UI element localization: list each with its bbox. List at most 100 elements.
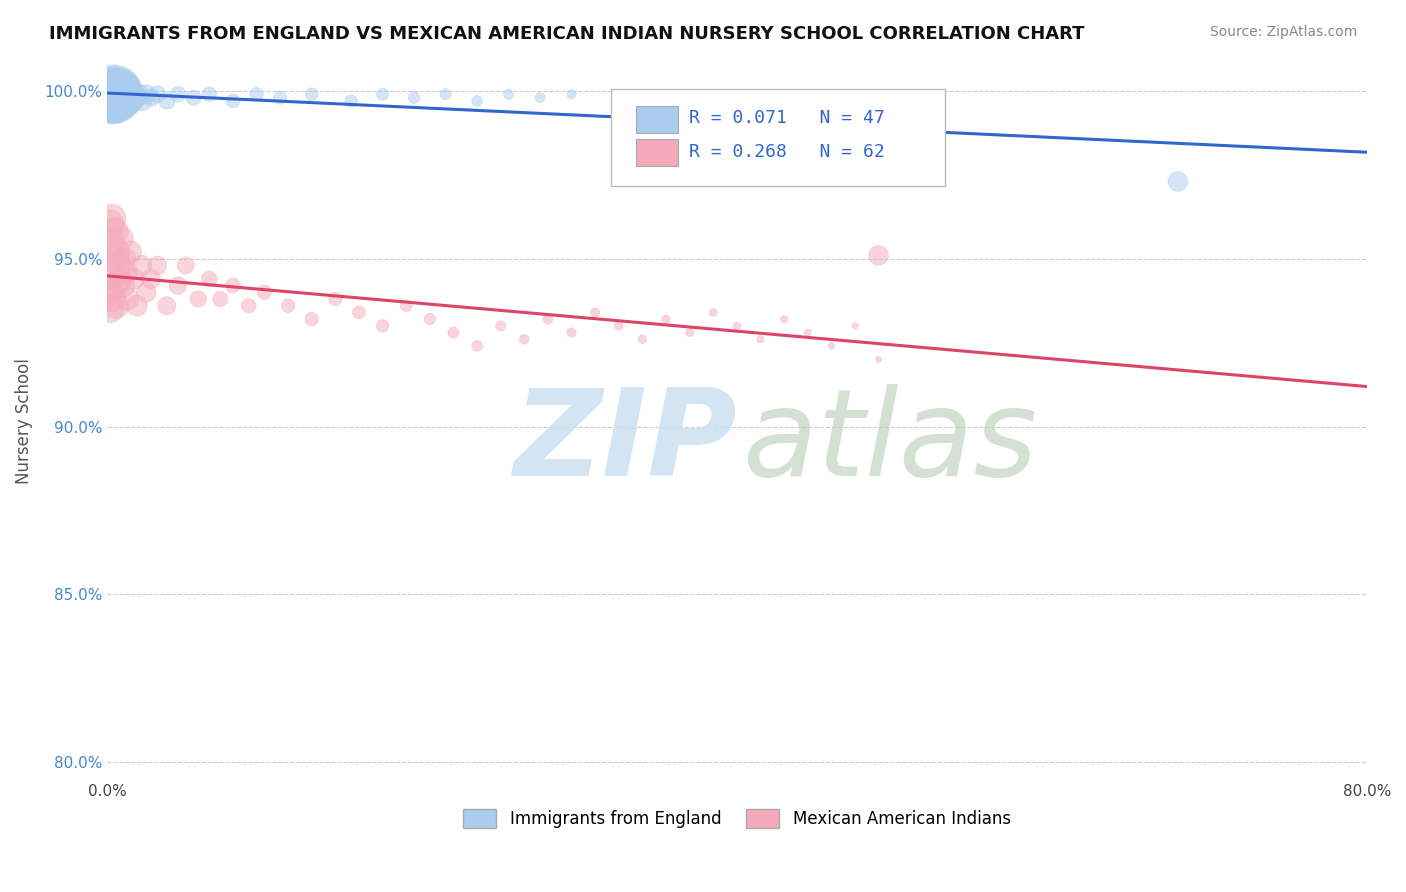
- Point: [749, 332, 772, 346]
- Point: [98, 87, 121, 102]
- Point: [105, 299, 128, 313]
- Point: [146, 259, 169, 273]
- Point: [702, 305, 724, 319]
- Point: [198, 272, 221, 286]
- Point: [222, 278, 245, 293]
- Text: Source: ZipAtlas.com: Source: ZipAtlas.com: [1209, 25, 1357, 39]
- Point: [465, 94, 488, 108]
- Point: [107, 90, 129, 104]
- Point: [125, 299, 148, 313]
- Point: [97, 87, 120, 102]
- Point: [131, 94, 153, 108]
- Point: [583, 305, 606, 319]
- Point: [156, 94, 179, 108]
- Point: [156, 299, 179, 313]
- Point: [104, 278, 127, 293]
- Point: [124, 90, 146, 104]
- Point: [100, 94, 122, 108]
- Point: [105, 94, 128, 108]
- Point: [139, 90, 162, 104]
- Point: [111, 278, 134, 293]
- Point: [122, 87, 145, 102]
- Point: [198, 87, 221, 102]
- Text: R = 0.071   N = 47: R = 0.071 N = 47: [689, 109, 884, 127]
- Point: [115, 94, 138, 108]
- Point: [104, 87, 127, 102]
- Point: [434, 87, 457, 102]
- Point: [183, 90, 205, 104]
- Point: [489, 318, 512, 333]
- Bar: [636, 139, 678, 166]
- Text: ZIP: ZIP: [513, 384, 737, 501]
- Point: [103, 87, 125, 102]
- Point: [104, 90, 127, 104]
- Y-axis label: Nursery School: Nursery School: [15, 359, 32, 484]
- Point: [1167, 175, 1189, 189]
- Point: [773, 312, 796, 326]
- Point: [631, 332, 654, 346]
- Point: [679, 326, 702, 340]
- Point: [111, 90, 134, 104]
- Point: [441, 326, 464, 340]
- Text: atlas: atlas: [744, 384, 1039, 501]
- Point: [498, 87, 520, 102]
- Point: [108, 87, 131, 102]
- Point: [108, 272, 131, 286]
- Point: [560, 87, 582, 102]
- Point: [103, 90, 125, 104]
- Point: [371, 87, 394, 102]
- Point: [868, 248, 890, 262]
- Point: [269, 90, 291, 104]
- Point: [560, 326, 582, 340]
- Point: [513, 332, 536, 346]
- Point: [245, 87, 267, 102]
- Point: [131, 259, 153, 273]
- Point: [120, 87, 142, 102]
- Point: [121, 94, 143, 108]
- Point: [97, 218, 120, 232]
- Point: [108, 94, 131, 108]
- Point: [98, 90, 121, 104]
- Point: [529, 90, 551, 104]
- Point: [118, 90, 141, 104]
- Point: [135, 87, 157, 102]
- Point: [402, 90, 425, 104]
- Point: [607, 318, 630, 333]
- Point: [112, 252, 135, 266]
- Point: [277, 299, 299, 313]
- Point: [340, 94, 363, 108]
- Point: [139, 272, 162, 286]
- Point: [301, 87, 323, 102]
- Point: [107, 87, 129, 102]
- Point: [537, 312, 560, 326]
- Point: [105, 87, 128, 102]
- Point: [110, 231, 132, 245]
- Point: [127, 87, 149, 102]
- Point: [725, 318, 748, 333]
- Text: IMMIGRANTS FROM ENGLAND VS MEXICAN AMERICAN INDIAN NURSERY SCHOOL CORRELATION CH: IMMIGRANTS FROM ENGLAND VS MEXICAN AMERI…: [49, 25, 1084, 43]
- Point: [103, 252, 125, 266]
- Point: [146, 87, 169, 102]
- Point: [112, 87, 135, 102]
- Point: [844, 318, 866, 333]
- Point: [120, 245, 142, 260]
- Point: [100, 211, 122, 226]
- Point: [166, 278, 188, 293]
- Point: [105, 245, 128, 260]
- Point: [323, 292, 346, 306]
- Point: [115, 265, 138, 279]
- Point: [797, 326, 820, 340]
- Point: [117, 87, 139, 102]
- Point: [135, 285, 157, 300]
- Point: [97, 285, 120, 300]
- Text: R = 0.268   N = 62: R = 0.268 N = 62: [689, 143, 884, 161]
- Point: [98, 301, 121, 316]
- Point: [100, 268, 122, 283]
- Point: [868, 352, 890, 367]
- Legend: Immigrants from England, Mexican American Indians: Immigrants from England, Mexican America…: [456, 802, 1018, 835]
- Bar: [636, 106, 678, 134]
- Point: [820, 339, 842, 353]
- FancyBboxPatch shape: [612, 89, 945, 186]
- Point: [104, 225, 127, 239]
- Point: [301, 312, 323, 326]
